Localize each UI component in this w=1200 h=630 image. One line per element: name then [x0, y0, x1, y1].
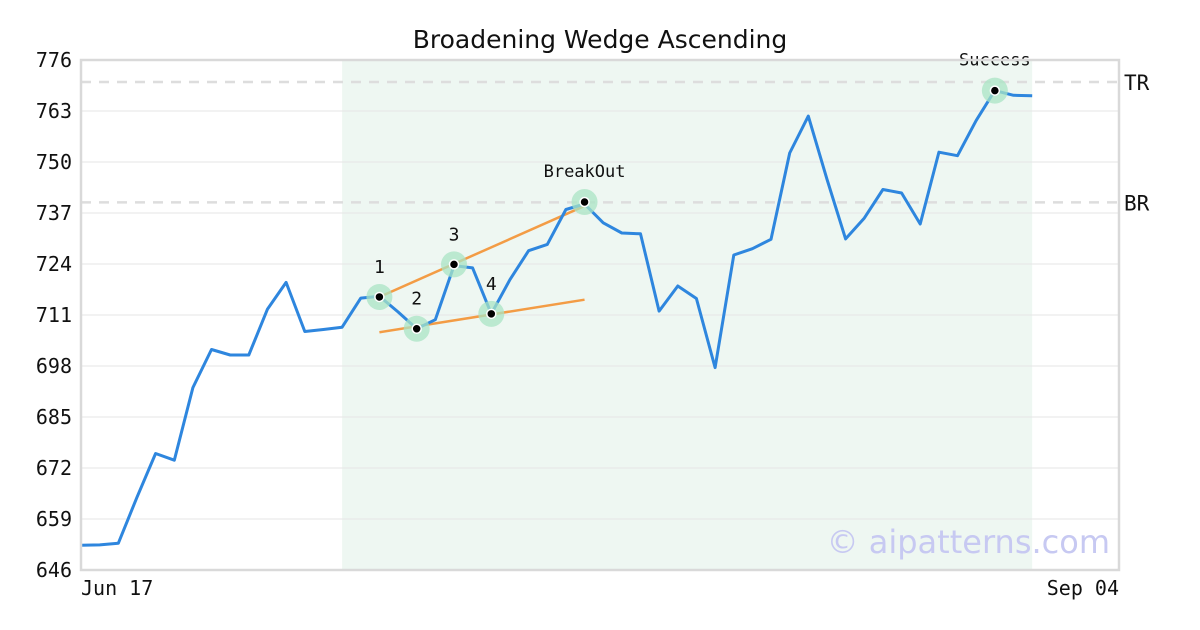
y-tick-label: 776: [36, 48, 72, 72]
watermark: © aipatterns.com: [827, 523, 1110, 561]
pattern-point-3-dot: [448, 259, 460, 270]
y-tick-label: 672: [36, 456, 72, 480]
pattern-point-1-dot: [374, 291, 385, 303]
pattern-point-2-dot: [411, 323, 422, 334]
y-tick-label: 750: [36, 150, 72, 174]
y-tick-label: 763: [36, 99, 72, 123]
y-tick-label: 646: [36, 558, 72, 582]
event-breakout-dot: [579, 196, 590, 208]
plot-frame: [79, 58, 1121, 572]
y-tick-label: 659: [36, 507, 72, 531]
event-success-dot: [989, 85, 1001, 96]
y-tick-label: 685: [36, 405, 72, 429]
event-label-breakout: BreakOut: [544, 162, 626, 182]
level-label-br: BR: [1124, 191, 1150, 215]
pattern-point-label: 1: [374, 257, 385, 278]
y-axis-ticks: 776 763 750 737 724 711 698 685 672 659 646: [36, 48, 72, 582]
x-tick-label: Jun 17: [81, 576, 153, 600]
pattern-point-label: 4: [486, 274, 497, 295]
y-tick-label: 724: [36, 252, 72, 276]
y-tick-label: 711: [36, 303, 72, 327]
pattern-point-label: 2: [411, 289, 422, 310]
y-tick-label: 698: [36, 354, 72, 378]
x-tick-label: Sep 04: [1047, 576, 1119, 600]
chart-title: Broadening Wedge Ascending: [413, 25, 788, 54]
trendline: [378, 204, 586, 299]
pattern-point-4-dot: [486, 308, 497, 320]
y-tick-label: 737: [36, 201, 72, 225]
pattern-point-label: 3: [449, 224, 460, 245]
level-lines: TR BR: [81, 71, 1150, 215]
series-line: [80, 89, 1033, 547]
level-label-tr: TR: [1124, 71, 1150, 95]
x-axis-ticks: Jun 17 Sep 04: [81, 576, 1119, 600]
